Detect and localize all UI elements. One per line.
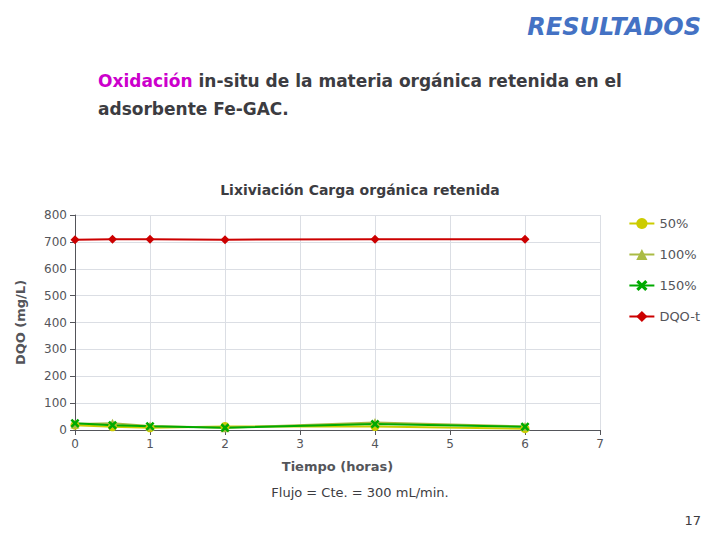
svg-text:Tiempo (horas): Tiempo (horas) [282,459,393,474]
svg-text:DQO (mg/L): DQO (mg/L) [13,280,28,365]
svg-text:700: 700 [44,235,67,249]
svg-text:RESULTADOS: RESULTADOS [527,13,701,41]
svg-text:400: 400 [44,316,67,330]
svg-text:300: 300 [44,342,67,356]
svg-text:in-situ de la materia orgánica: in-situ de la materia orgánica retenida … [193,71,622,91]
svg-text:Lixiviación Carga orgánica ret: Lixiviación Carga orgánica retenida [220,182,500,198]
svg-text:800: 800 [44,208,67,222]
svg-text:200: 200 [44,369,67,383]
svg-text:5: 5 [446,437,454,451]
svg-text:150%: 150% [659,278,696,293]
svg-text:0: 0 [59,423,67,437]
svg-text:adsorbente Fe-GAC.: adsorbente Fe-GAC. [98,99,289,119]
svg-text:7: 7 [596,437,604,451]
svg-text:Flujo = Cte. = 300 mL/min.: Flujo = Cte. = 300 mL/min. [271,485,448,500]
svg-text:3: 3 [296,437,304,451]
svg-text:600: 600 [44,262,67,276]
svg-text:100%: 100% [659,247,696,262]
svg-text:100: 100 [44,396,67,410]
svg-text:50%: 50% [659,216,688,231]
svg-text:Oxidación: Oxidación [98,71,193,91]
svg-text:4: 4 [371,437,379,451]
svg-text:1: 1 [146,437,154,451]
svg-text:17: 17 [684,513,701,528]
svg-text:DQO-t: DQO-t [659,309,700,324]
svg-text:500: 500 [44,289,67,303]
svg-text:2: 2 [221,437,229,451]
svg-text:0: 0 [71,437,79,451]
svg-text:6: 6 [521,437,529,451]
